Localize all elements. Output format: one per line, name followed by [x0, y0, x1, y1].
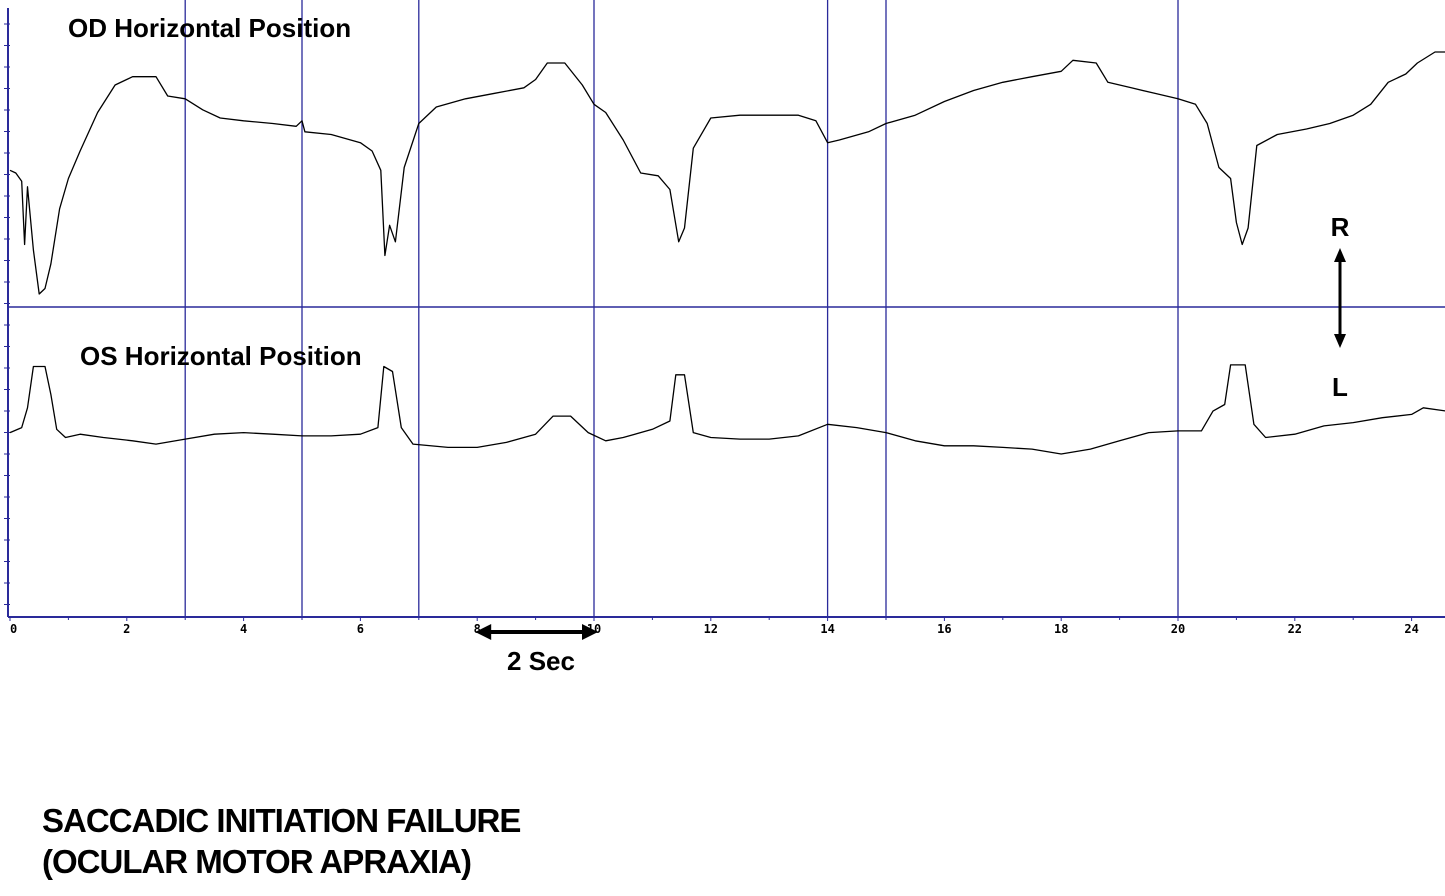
scale-bar-right-arrowhead	[582, 624, 598, 640]
x-tick-label: 0	[10, 622, 17, 636]
x-tick-label: 24	[1404, 622, 1418, 636]
figure-caption: SACCADIC INITIATION FAILURE (OCULAR MOTO…	[42, 800, 521, 882]
x-tick-label: 18	[1054, 622, 1068, 636]
eye-movement-recording: 0 2 4 6 8 10 12 14 16 18 20 22 24 OD Horizontal Posi…	[4, 0, 1445, 676]
time-scale-bar	[475, 624, 598, 640]
x-axis: 0 2 4 6 8 10 12 14 16 18 20 22 24	[9, 617, 1419, 636]
x-tick-label: 22	[1288, 622, 1302, 636]
x-tick-label: 14	[820, 622, 834, 636]
caption-line-1: SACCADIC INITIATION FAILURE	[42, 802, 521, 839]
os-trace-line	[9, 364, 1445, 455]
x-tick-label: 8	[474, 622, 481, 636]
x-tick-label: 16	[937, 622, 951, 636]
traces	[9, 51, 1445, 455]
direction-right-label: R	[1331, 212, 1350, 242]
od-trace-label: OD Horizontal Position	[68, 13, 351, 43]
x-tick-label: 20	[1171, 622, 1185, 636]
caption-line-2: (OCULAR MOTOR APRAXIA)	[42, 843, 472, 880]
od-trace-line	[9, 51, 1445, 295]
x-tick-label: 2	[123, 622, 130, 636]
scale-bar-left-arrowhead	[475, 624, 492, 640]
os-trace-label: OS Horizontal Position	[80, 341, 362, 371]
time-scale-label: 2 Sec	[507, 646, 575, 676]
x-tick-label: 6	[357, 622, 364, 636]
direction-left-label: L	[1332, 372, 1348, 402]
grid	[4, 0, 1445, 618]
x-tick-label: 4	[240, 622, 247, 636]
x-tick-label: 12	[704, 622, 718, 636]
direction-arrow	[1334, 248, 1346, 348]
